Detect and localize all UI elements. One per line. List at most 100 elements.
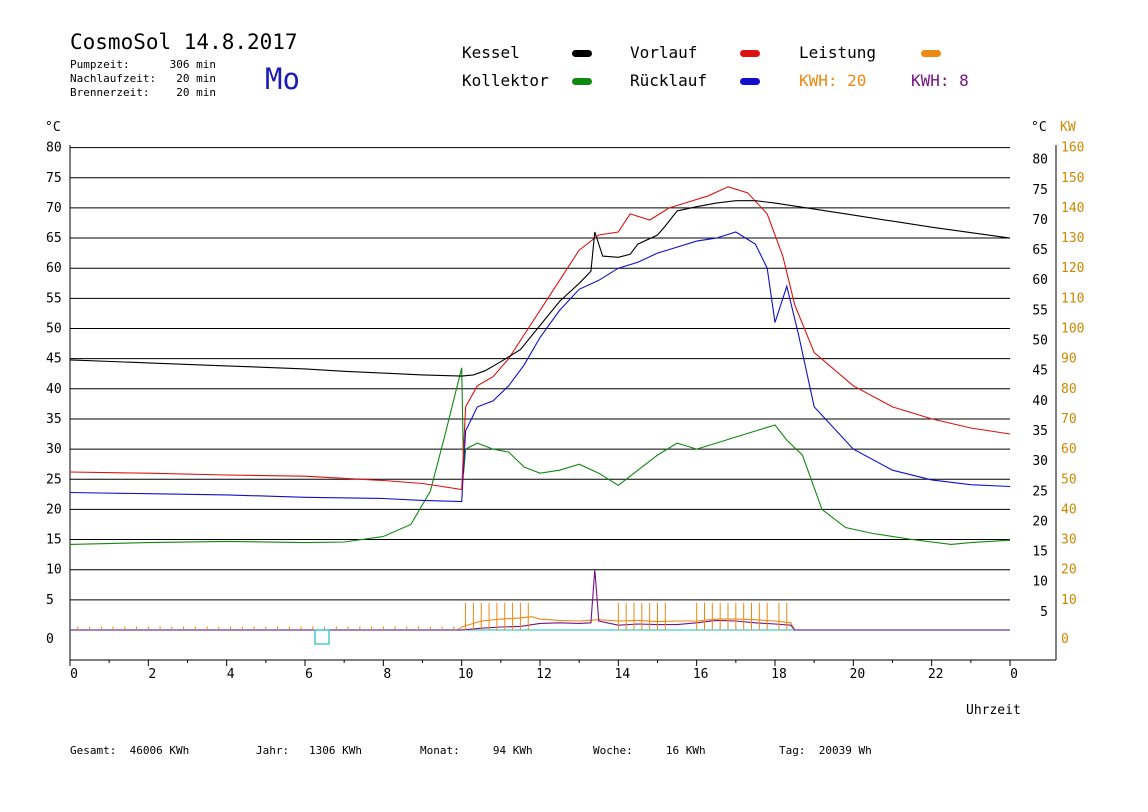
x-tick-6: 12 bbox=[536, 667, 552, 682]
legend-leistung-swatch bbox=[921, 50, 941, 57]
weekday-label: Mo bbox=[265, 62, 300, 96]
y-tick-right-30: 30 bbox=[1032, 454, 1048, 469]
y-tick-kw-30: 30 bbox=[1061, 533, 1077, 548]
y-tick-kw-0: 0 bbox=[1061, 632, 1069, 647]
x-tick-2: 4 bbox=[227, 667, 235, 682]
y-tick-left-80: 80 bbox=[46, 141, 62, 156]
y-tick-kw-50: 50 bbox=[1061, 472, 1077, 487]
legend-vorlauf-swatch bbox=[740, 50, 760, 57]
y-tick-right-25: 25 bbox=[1032, 484, 1048, 499]
x-tick-12: 0 bbox=[1010, 667, 1018, 682]
y-tick-left-65: 65 bbox=[46, 231, 62, 246]
brennerzeit-row: Brennerzeit: 20 min bbox=[70, 86, 216, 99]
nachlaufzeit-label: Nachlaufzeit: bbox=[70, 72, 157, 85]
series-ruecklauf bbox=[69, 231, 1011, 503]
footer-jahr: Jahr: 1306 KWh bbox=[256, 744, 362, 757]
x-tick-10: 20 bbox=[850, 667, 866, 682]
y-axis-label-right-temp: °C bbox=[1031, 120, 1047, 135]
y-tick-left-40: 40 bbox=[46, 382, 62, 397]
series-vorlauf bbox=[69, 186, 1011, 491]
legend-kwh-orange: KWH: 20 bbox=[799, 71, 867, 90]
y-tick-right-80: 80 bbox=[1032, 153, 1048, 168]
footer-tag: Tag: 20039 Wh bbox=[779, 744, 872, 757]
y-axis-label-right-kw: KW bbox=[1060, 120, 1076, 135]
y-tick-left-0: 0 bbox=[46, 632, 54, 647]
legend-leistung-label: Leistung bbox=[799, 43, 877, 62]
y-tick-left-45: 45 bbox=[46, 352, 62, 367]
x-tick-4: 8 bbox=[383, 667, 391, 682]
y-tick-left-35: 35 bbox=[46, 412, 62, 427]
y-tick-right-65: 65 bbox=[1032, 243, 1048, 258]
legend-kessel-swatch bbox=[572, 50, 592, 57]
series-kollektor bbox=[69, 367, 1011, 545]
footer-woche: Woche: 16 KWh bbox=[593, 744, 706, 757]
y-tick-left-55: 55 bbox=[46, 291, 62, 306]
y-tick-right-55: 55 bbox=[1032, 303, 1048, 318]
y-tick-kw-150: 150 bbox=[1061, 171, 1084, 186]
y-tick-right-70: 70 bbox=[1032, 213, 1048, 228]
y-tick-right-75: 75 bbox=[1032, 183, 1048, 198]
nachlaufzeit-row: Nachlaufzeit: 20 min bbox=[70, 72, 216, 85]
legend-ruecklauf-label: Rücklauf bbox=[630, 71, 708, 90]
y-axis-label-left: °C bbox=[45, 120, 61, 135]
x-tick-1: 2 bbox=[148, 667, 156, 682]
y-tick-left-10: 10 bbox=[46, 563, 62, 578]
y-tick-left-20: 20 bbox=[46, 502, 62, 517]
legend-kwh-purple: KWH: 8 bbox=[911, 71, 969, 90]
y-tick-left-50: 50 bbox=[46, 322, 62, 337]
x-tick-7: 14 bbox=[615, 667, 631, 682]
x-tick-11: 22 bbox=[928, 667, 944, 682]
x-tick-0: 0 bbox=[70, 667, 78, 682]
y-tick-left-75: 75 bbox=[46, 171, 62, 186]
time-marker[interactable] bbox=[314, 629, 330, 645]
y-tick-kw-70: 70 bbox=[1061, 412, 1077, 427]
y-tick-kw-20: 20 bbox=[1061, 563, 1077, 578]
y-tick-left-70: 70 bbox=[46, 201, 62, 216]
y-tick-kw-40: 40 bbox=[1061, 502, 1077, 517]
y-tick-kw-110: 110 bbox=[1061, 291, 1084, 306]
legend-kollektor-label: Kollektor bbox=[462, 71, 549, 90]
y-tick-kw-10: 10 bbox=[1061, 593, 1077, 608]
y-tick-kw-120: 120 bbox=[1061, 261, 1084, 276]
y-tick-right-5: 5 bbox=[1040, 605, 1048, 620]
chart-title: CosmoSol 14.8.2017 bbox=[70, 30, 298, 54]
y-tick-left-15: 15 bbox=[46, 533, 62, 548]
pumpzeit-row: Pumpzeit: 306 min bbox=[70, 58, 216, 71]
y-tick-right-20: 20 bbox=[1032, 514, 1048, 529]
series-kessel bbox=[69, 200, 1011, 377]
y-tick-kw-140: 140 bbox=[1061, 201, 1084, 216]
brennerzeit-label: Brennerzeit: bbox=[70, 86, 150, 99]
x-tick-5: 10 bbox=[458, 667, 474, 682]
brennerzeit-value: 20 min bbox=[176, 86, 216, 99]
y-tick-right-10: 10 bbox=[1032, 575, 1048, 590]
footer-gesamt: Gesamt: 46006 KWh bbox=[70, 744, 190, 757]
chart-axes: 0510152025303540455055606570758051015202… bbox=[46, 141, 1084, 682]
x-tick-9: 18 bbox=[771, 667, 787, 682]
x-tick-3: 6 bbox=[305, 667, 313, 682]
y-tick-right-15: 15 bbox=[1032, 545, 1048, 560]
legend-vorlauf-label: Vorlauf bbox=[630, 43, 698, 62]
legend-ruecklauf-swatch bbox=[740, 78, 760, 85]
y-tick-left-30: 30 bbox=[46, 442, 62, 457]
y-tick-right-40: 40 bbox=[1032, 394, 1048, 409]
y-tick-left-60: 60 bbox=[46, 261, 62, 276]
y-tick-right-60: 60 bbox=[1032, 273, 1048, 288]
legend-kollektor-swatch bbox=[572, 78, 592, 85]
footer-monat: Monat: 94 KWh bbox=[420, 744, 533, 757]
y-tick-kw-60: 60 bbox=[1061, 442, 1077, 457]
y-tick-kw-100: 100 bbox=[1061, 322, 1084, 337]
pumpzeit-value: 306 min bbox=[169, 58, 216, 71]
y-tick-kw-80: 80 bbox=[1061, 382, 1077, 397]
y-tick-kw-160: 160 bbox=[1061, 141, 1084, 156]
y-tick-right-45: 45 bbox=[1032, 364, 1048, 379]
y-tick-kw-130: 130 bbox=[1061, 231, 1084, 246]
y-tick-right-50: 50 bbox=[1032, 334, 1048, 349]
legend-kessel-label: Kessel bbox=[462, 43, 520, 62]
chart-series bbox=[69, 186, 1011, 631]
y-tick-left-5: 5 bbox=[46, 593, 54, 608]
nachlaufzeit-value: 20 min bbox=[176, 72, 216, 85]
x-tick-8: 16 bbox=[693, 667, 709, 682]
chart-grid bbox=[70, 147, 1010, 601]
x-axis-label: Uhrzeit bbox=[966, 703, 1021, 718]
